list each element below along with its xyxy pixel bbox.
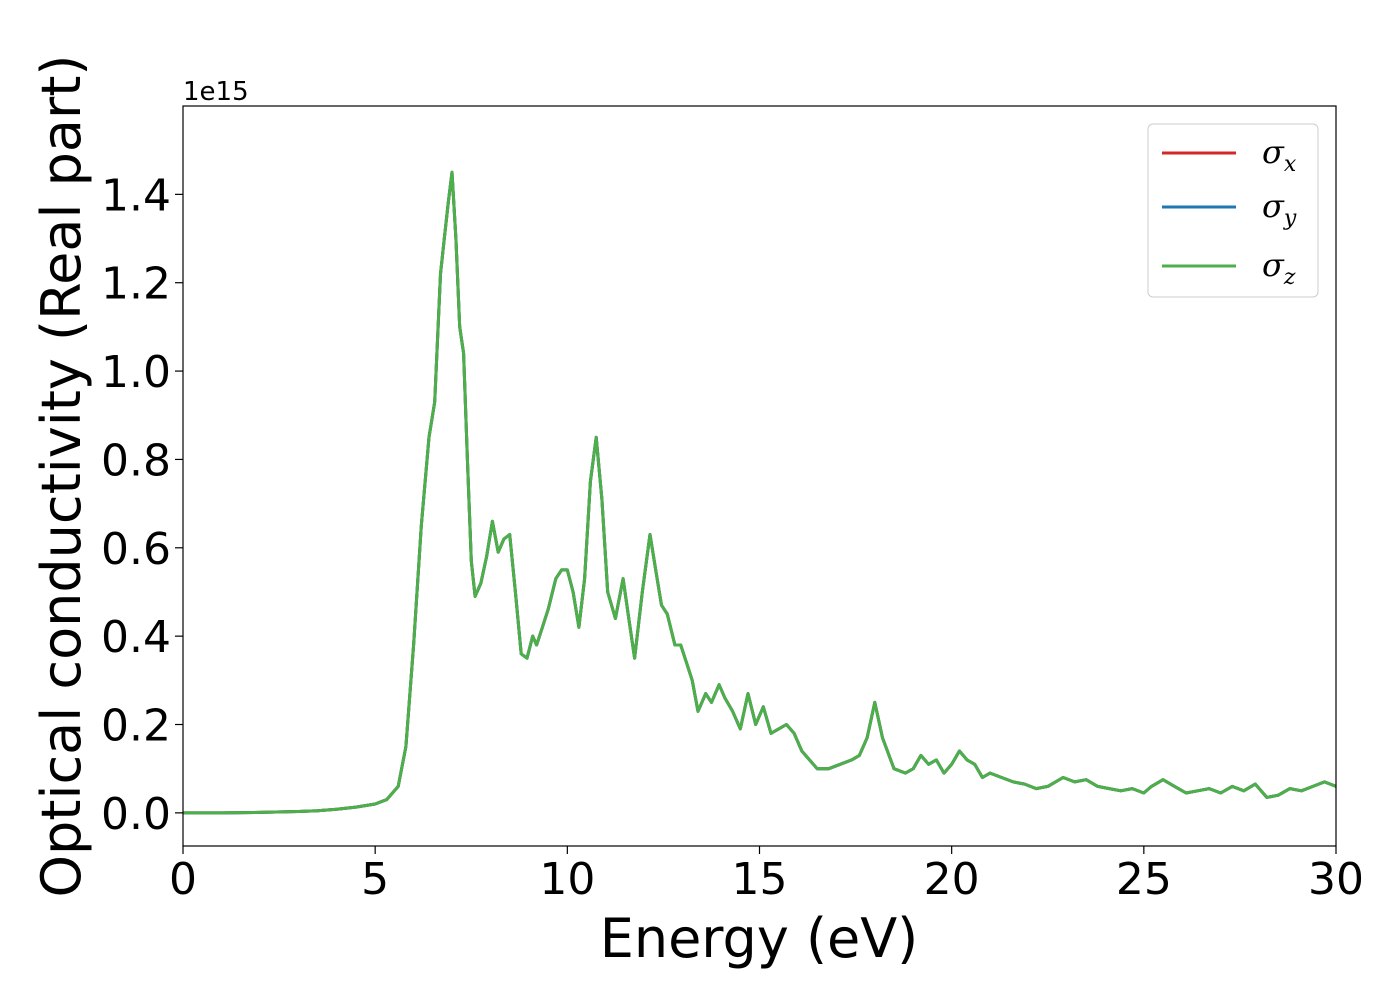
y-tick-label: 1.2 [101,259,171,310]
x-tick-label: 5 [361,854,389,905]
legend: σx σy σz [1147,123,1319,298]
series-line-σz [183,170,1336,815]
y-offset-text: 1e15 [183,77,249,107]
x-tick-label: 25 [1116,854,1172,905]
legend-label: σy [1262,187,1297,231]
x-tick-label: 15 [732,854,788,905]
y-tick-label: 1.4 [101,170,171,221]
x-tick-label: 0 [169,854,197,905]
series-lines [183,170,1336,815]
x-ticks: 0 5 10 15 20 25 30 [169,846,1364,905]
legend-label: σz [1262,246,1296,290]
y-tick-label: 0.6 [101,524,171,575]
y-tick-label: 0.8 [101,435,171,486]
x-tick-label: 30 [1308,854,1364,905]
x-tick-label: 10 [539,854,595,905]
y-tick-label: 0.0 [101,789,171,840]
y-axis-label: Optical conductivity (Real part) [30,55,93,898]
y-tick-label: 1.0 [101,347,171,398]
x-axis-label: Energy (eV) [600,907,919,970]
legend-label: σx [1262,133,1297,177]
y-tick-label: 0.4 [101,612,171,663]
y-tick-label: 0.2 [101,701,171,752]
legend-entries: σx σy σz [1162,133,1297,290]
legend-box [1147,123,1319,298]
x-tick-label: 20 [924,854,980,905]
y-ticks: 0.0 0.2 0.4 0.6 0.8 1.0 1.2 1.4 [101,170,183,840]
